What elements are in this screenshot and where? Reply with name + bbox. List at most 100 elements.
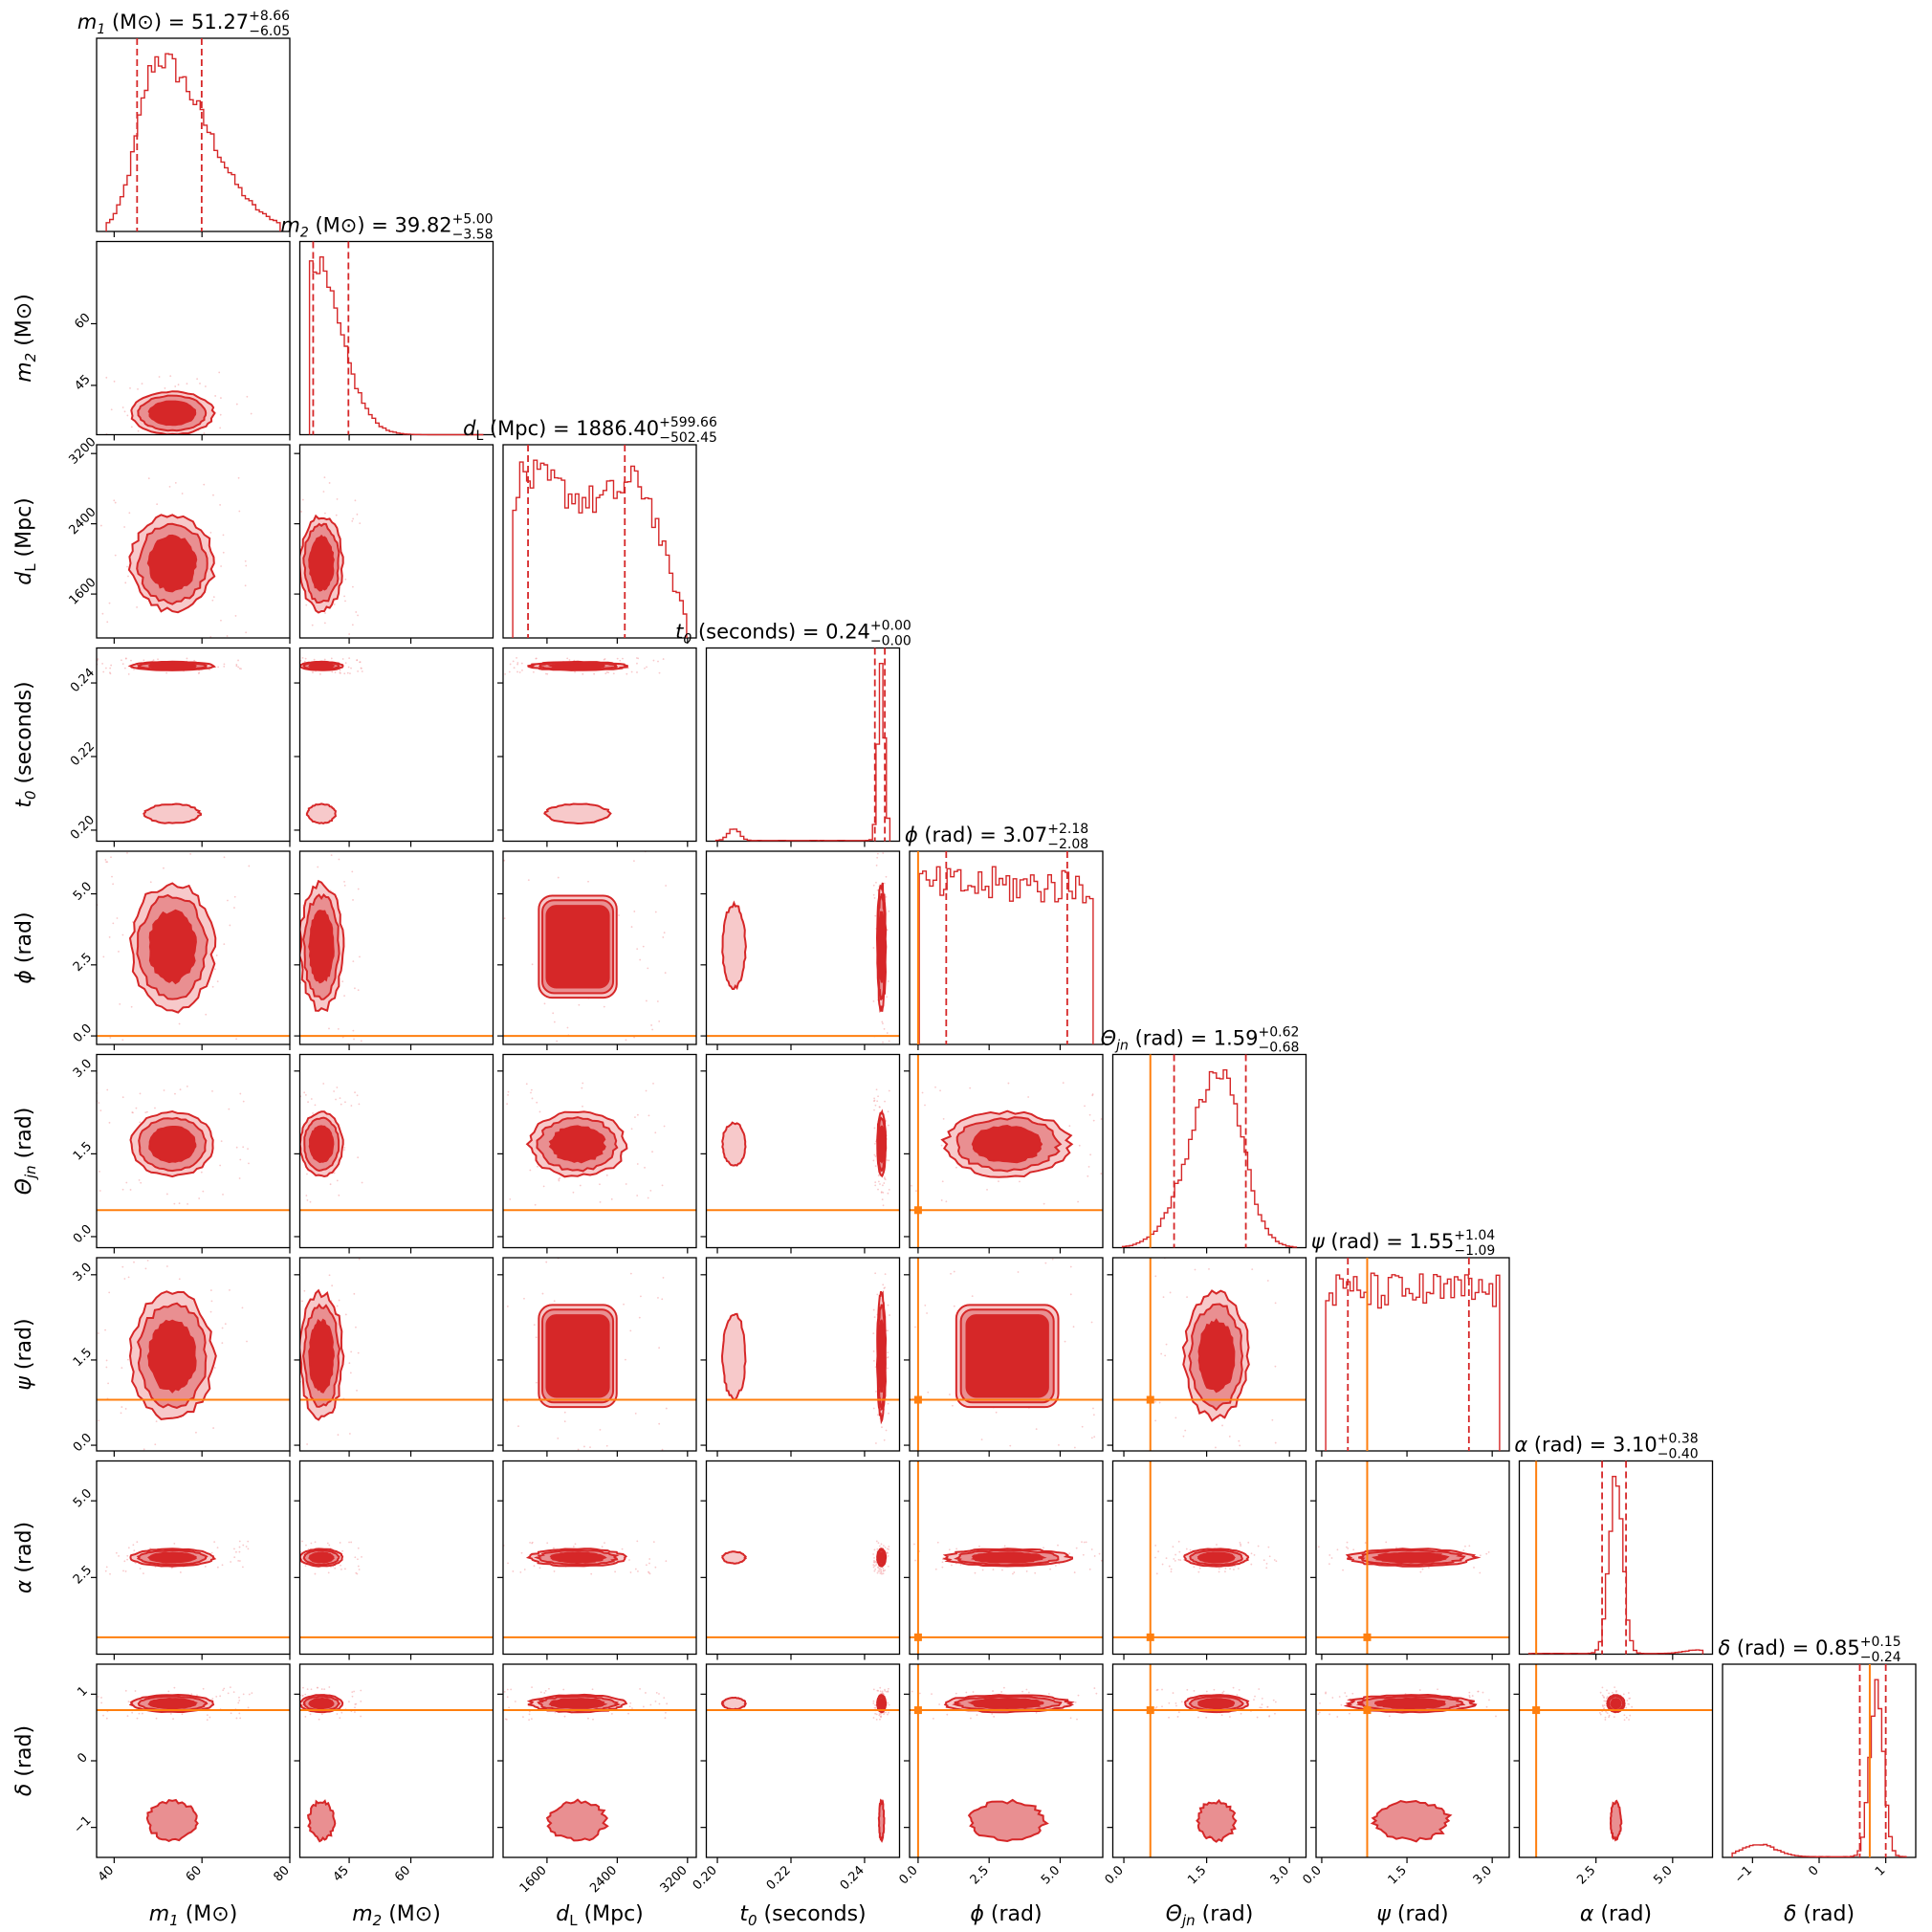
sample-point	[527, 1466, 529, 1468]
sample-point	[218, 371, 221, 374]
contour-layer	[706, 847, 900, 1043]
x-tick-label: 40	[96, 1863, 117, 1884]
sample-point	[1229, 1568, 1231, 1570]
sample-point	[1126, 1464, 1128, 1466]
sample-point	[178, 1278, 181, 1281]
sample-point	[1074, 1701, 1077, 1703]
sample-point	[124, 1570, 127, 1572]
sample-point	[559, 1176, 561, 1179]
sample-point	[137, 388, 139, 390]
sample-point	[886, 1452, 888, 1454]
sample-point	[1107, 1193, 1109, 1195]
sample-point	[1092, 1407, 1094, 1410]
sample-point	[876, 1689, 879, 1692]
sample-point	[1265, 1567, 1268, 1570]
sample-point	[1017, 1240, 1019, 1241]
sample-point	[882, 1570, 885, 1572]
histogram-m2: m2 (M⊙) = 39.82+5.00−3.58	[280, 212, 494, 436]
sample-point	[1202, 1475, 1204, 1477]
sample-point	[1188, 1244, 1190, 1246]
sample-point	[144, 1111, 147, 1114]
sample-point	[889, 1178, 890, 1180]
sample-point	[296, 835, 298, 837]
sample-point	[883, 1545, 885, 1548]
sample-point	[888, 1188, 890, 1191]
contour-inner	[971, 1124, 1043, 1164]
sample-point	[940, 1144, 943, 1147]
sample-point	[535, 657, 538, 660]
sample-point	[500, 1166, 502, 1168]
sample-point	[616, 657, 619, 660]
sample-point	[161, 451, 163, 453]
title-upper-error: +0.62	[1259, 1025, 1300, 1041]
sample-point	[1124, 1569, 1126, 1570]
sample-point	[94, 915, 96, 917]
sample-point	[1083, 1541, 1086, 1544]
sample-point	[889, 847, 890, 849]
sample-point	[217, 666, 220, 669]
sample-point	[878, 1106, 881, 1109]
sample-point	[521, 669, 523, 671]
sample-point	[903, 1701, 905, 1703]
sample-point	[1603, 1704, 1606, 1706]
sample-point	[126, 851, 128, 854]
sample-point	[495, 1118, 497, 1120]
sample-point	[491, 870, 493, 872]
sample-point	[291, 1698, 293, 1700]
sample-point	[885, 875, 888, 878]
sample-point	[285, 1691, 287, 1693]
sample-point	[887, 1402, 889, 1405]
sample-point	[872, 1159, 875, 1162]
sample-point	[1482, 1691, 1484, 1694]
sample-point	[357, 614, 359, 617]
sample-point	[648, 1558, 651, 1560]
histogram-delta: δ (rad) = 0.85+0.15−0.24	[1718, 1635, 1917, 1858]
contour-m1-theta	[96, 1053, 291, 1249]
sample-point	[636, 1113, 639, 1116]
sample-point	[519, 1570, 522, 1573]
sample-point	[1155, 1705, 1158, 1708]
sample-point	[127, 1547, 130, 1549]
sample-point	[877, 1095, 879, 1098]
sample-point	[946, 1713, 949, 1716]
sample-point	[895, 1552, 897, 1554]
sample-point	[904, 1716, 906, 1718]
sample-point	[336, 1179, 339, 1182]
sample-point	[127, 672, 130, 675]
title-value: 3.07	[1003, 823, 1048, 846]
sample-point	[307, 1548, 310, 1550]
sample-point	[625, 1039, 627, 1042]
sample-point	[168, 485, 171, 488]
sample-point	[630, 670, 633, 673]
sample-point	[969, 1087, 972, 1089]
sample-point	[509, 1198, 512, 1200]
sample-point	[312, 1112, 314, 1114]
sample-point	[351, 519, 354, 522]
sample-point	[1479, 1571, 1482, 1574]
sample-point	[970, 1717, 972, 1720]
sample-point	[235, 1550, 237, 1553]
contour-layer	[1519, 1664, 1713, 1857]
y-axis-label-t0: t0 (seconds)	[12, 681, 39, 807]
sample-point	[647, 967, 649, 970]
sample-point	[951, 1404, 954, 1407]
sample-point	[612, 672, 615, 675]
title-value: 1.59	[1214, 1027, 1259, 1050]
panel-frame	[502, 1053, 697, 1249]
sample-point	[196, 1694, 198, 1697]
sample-point	[361, 1555, 362, 1558]
sample-point	[204, 385, 207, 387]
sample-point	[302, 1686, 304, 1689]
sample-point	[1168, 1716, 1170, 1719]
sample-point	[872, 1702, 875, 1704]
sample-point	[316, 1253, 318, 1255]
sample-point	[1198, 1567, 1201, 1570]
sample-point	[281, 1475, 283, 1477]
sample-point	[886, 1548, 889, 1550]
sample-point	[873, 1706, 876, 1709]
sample-point	[163, 1089, 165, 1091]
sample-point	[301, 1300, 303, 1303]
sample-point	[1087, 1166, 1090, 1168]
sample-point	[244, 560, 247, 562]
sample-point	[882, 1567, 885, 1570]
